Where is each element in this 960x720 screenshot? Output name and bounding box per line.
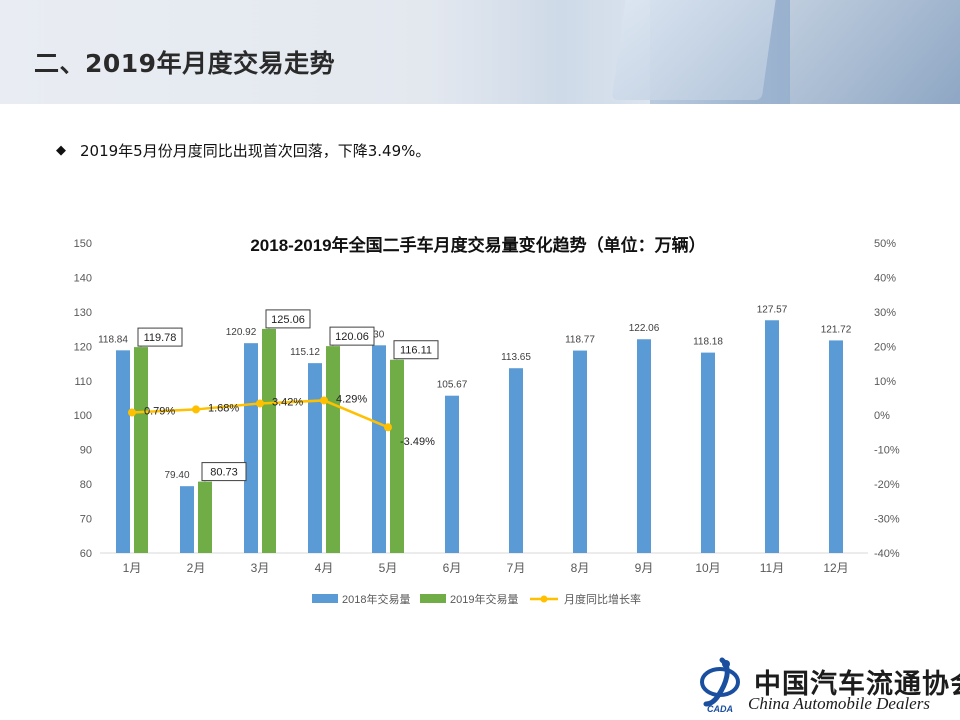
data-label-growth: 1.68% — [208, 402, 239, 414]
legend-label-2019: 2019年交易量 — [450, 592, 518, 606]
data-label-2018: 121.72 — [821, 324, 852, 335]
x-tick-label: 4月 — [315, 561, 334, 575]
x-tick-label: 8月 — [571, 561, 590, 575]
legend-label-growth: 月度同比增长率 — [564, 592, 641, 606]
legend-swatch-2018 — [312, 594, 338, 603]
bar-2019 — [390, 359, 404, 553]
y-right-tick-label: -10% — [874, 445, 900, 457]
data-label-2019: 125.06 — [271, 314, 305, 326]
y-left-tick-label: 130 — [74, 307, 92, 319]
y-right-tick-label: 40% — [874, 272, 896, 284]
y-left-tick-label: 120 — [74, 341, 92, 353]
bar-2018 — [308, 363, 322, 553]
data-label-2018: 115.12 — [290, 347, 320, 358]
y-left-tick-label: 60 — [80, 548, 92, 560]
data-label-2018: 120.92 — [226, 327, 257, 338]
data-label-2018: 79.40 — [164, 470, 189, 481]
y-right-tick-label: 20% — [874, 341, 896, 353]
bar-2019 — [326, 346, 340, 553]
legend-swatch-growth-point — [540, 595, 548, 603]
data-label-2018: 122.06 — [629, 323, 660, 334]
growth-point — [320, 396, 328, 405]
growth-point — [384, 423, 392, 432]
header-band — [0, 0, 960, 104]
bar-2018 — [765, 320, 779, 553]
y-left-tick-label: 70 — [80, 514, 92, 526]
bar-2018 — [701, 352, 715, 553]
growth-point — [192, 405, 200, 414]
data-label-2019: 116.11 — [400, 345, 432, 357]
y-right-tick-label: -40% — [874, 548, 900, 560]
x-tick-label: 11月 — [760, 561, 784, 575]
bar-2019 — [134, 347, 148, 553]
cada-logo: CADA 中国汽车流通协会 China Automobile Dealers — [696, 656, 960, 716]
x-tick-label: 9月 — [635, 561, 654, 575]
bar-2018 — [637, 339, 651, 553]
data-label-2018: 127.57 — [757, 304, 788, 315]
y-left-tick-label: 110 — [74, 376, 92, 388]
y-right-tick-label: 30% — [874, 307, 896, 319]
x-tick-label: 2月 — [187, 561, 206, 575]
data-label-2018: 113.65 — [501, 352, 531, 363]
bar-2018 — [829, 340, 843, 553]
bar-2019 — [198, 481, 212, 553]
x-tick-label: 7月 — [507, 561, 526, 575]
growth-point — [128, 408, 136, 417]
bar-2018 — [445, 395, 459, 553]
data-label-2019-box — [393, 340, 439, 360]
x-tick-label: 3月 — [251, 561, 270, 575]
data-label-2019-box — [265, 309, 311, 329]
data-label-2018: 118.84 — [98, 334, 128, 345]
x-tick-label: 10月 — [695, 561, 720, 575]
growth-point — [256, 399, 264, 408]
data-label-growth: 4.29% — [336, 393, 367, 405]
legend-label-2018: 2018年交易量 — [342, 592, 410, 606]
bar-2018 — [116, 350, 130, 553]
data-label-2018: 118.77 — [565, 335, 595, 346]
x-tick-label: 12月 — [823, 561, 848, 575]
data-label-2019: 80.73 — [210, 467, 238, 479]
bar-2019 — [262, 328, 276, 553]
data-label-2019-box — [201, 462, 247, 482]
y-left-tick-label: 150 — [74, 238, 92, 250]
data-label-2019-box — [137, 327, 183, 347]
y-right-tick-label: 50% — [874, 238, 896, 250]
diamond-bullet-icon: ◆ — [56, 143, 66, 158]
chart-title: 2018-2019年全国二手车月度交易量变化趋势（单位：万辆） — [250, 235, 705, 255]
y-right-tick-label: 0% — [874, 410, 890, 422]
bullet-text: 2019年5月份月度同比出现首次回落，下降3.49%。 — [80, 142, 431, 160]
y-right-tick-label: -30% — [874, 514, 900, 526]
bar-2018 — [573, 350, 587, 553]
legend-swatch-2019 — [420, 594, 446, 603]
data-label-growth: 3.42% — [272, 396, 303, 408]
data-label-growth: 0.79% — [144, 406, 175, 418]
data-label-2018: 118.18 — [693, 337, 723, 348]
data-label-2018: 105.67 — [437, 380, 468, 391]
data-label-2019: 119.78 — [144, 332, 177, 344]
y-right-tick-label: 10% — [874, 376, 896, 388]
x-tick-label: 6月 — [443, 561, 462, 575]
y-left-tick-label: 140 — [74, 272, 92, 284]
bar-2018 — [372, 345, 386, 553]
cada-logo-english: China Automobile Dealers — [748, 694, 930, 713]
bar-2018 — [509, 368, 523, 553]
y-left-tick-label: 80 — [80, 479, 92, 491]
bar-2018 — [244, 343, 258, 553]
y-left-tick-label: 90 — [80, 445, 92, 457]
data-label-growth: -3.49% — [400, 436, 435, 448]
page-title: 二、2019年月度交易走势 — [34, 49, 336, 78]
header-decoration-cube — [790, 0, 960, 104]
data-label-2019: 120.06 — [335, 331, 369, 343]
bullet-point: ◆ 2019年5月份月度同比出现首次回落，下降3.49%。 — [56, 140, 430, 161]
cada-logo-chinese: 中国汽车流通协会 — [754, 669, 960, 699]
cada-logo-mark-icon: CADA — [700, 657, 740, 714]
data-label-2019-box — [329, 326, 375, 346]
cada-logo-mark-text: CADA — [707, 704, 733, 714]
bar-2018 — [180, 486, 194, 553]
x-tick-label: 1月 — [123, 561, 142, 575]
y-right-tick-label: -20% — [874, 479, 900, 491]
y-left-tick-label: 100 — [74, 410, 92, 422]
x-tick-label: 5月 — [379, 561, 398, 575]
